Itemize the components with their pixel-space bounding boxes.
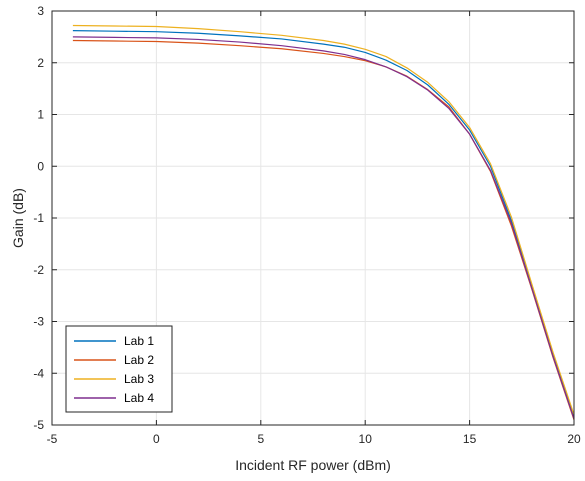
axis-ticks — [51, 10, 575, 426]
tick-labels: -5 0 5 10 15 20 -5 -4 -3 -2 -1 0 1 2 3 — [33, 4, 581, 446]
legend-box — [65, 325, 173, 413]
y-tick-label: -1 — [33, 211, 44, 225]
legend: Lab 1 Lab 2 Lab 3 Lab 4 — [65, 325, 173, 413]
y-axis-label: Gain (dB) — [10, 188, 26, 248]
x-tick-label: 15 — [463, 432, 477, 446]
y-tick-label: -3 — [33, 315, 44, 329]
series-line-3 — [72, 24, 575, 415]
x-tick-label: 20 — [567, 432, 581, 446]
y-tick-label: 0 — [37, 159, 44, 173]
y-tick-label: -2 — [33, 263, 44, 277]
series-layer — [72, 24, 575, 421]
x-axis-label: Incident RF power (dBm) — [235, 457, 391, 473]
legend-label-3: Lab 3 — [124, 372, 154, 386]
series-line-4 — [72, 36, 575, 419]
legend-label-1: Lab 1 — [124, 334, 154, 348]
x-tick-label: -5 — [47, 432, 58, 446]
x-tick-label: 0 — [153, 432, 160, 446]
y-tick-label: 3 — [37, 4, 44, 18]
legend-label-2: Lab 2 — [124, 353, 154, 367]
y-tick-label: 2 — [37, 56, 44, 70]
x-tick-label: 5 — [257, 432, 264, 446]
y-tick-label: -5 — [33, 418, 44, 432]
x-tick-label: 10 — [359, 432, 373, 446]
y-tick-label: 1 — [37, 108, 44, 122]
series-line-1 — [72, 30, 575, 418]
y-tick-label: -4 — [33, 366, 44, 380]
legend-label-4: Lab 4 — [124, 391, 154, 405]
